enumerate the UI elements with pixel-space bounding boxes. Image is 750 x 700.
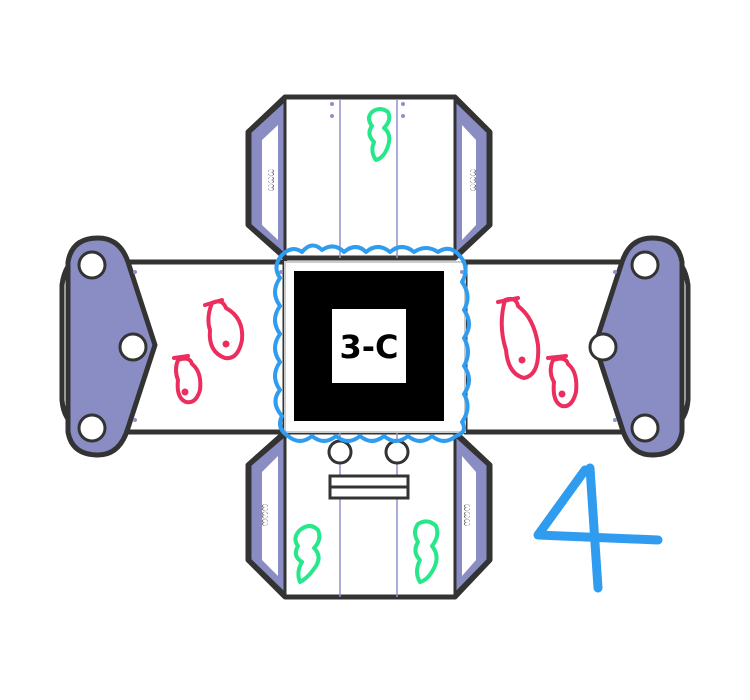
page-number-glyph xyxy=(533,463,663,593)
wavy-border xyxy=(273,243,471,443)
hole-icon xyxy=(588,332,618,362)
right-arm xyxy=(462,235,691,458)
hole-icon xyxy=(327,439,353,465)
fish-icon xyxy=(172,354,203,405)
left-arm xyxy=(59,235,288,458)
flap-label-bottom-right: ෆෆෆ xyxy=(460,504,473,526)
flap-label-top-right: ෆෆෆ xyxy=(467,169,480,191)
flap-label-bottom-left: ෆෆෆ xyxy=(258,504,271,526)
right-arm-purple-band xyxy=(592,235,685,458)
hole-icon xyxy=(384,439,410,465)
top-flap: ෆෆෆ ෆෆෆ xyxy=(245,94,493,261)
hole-icon xyxy=(630,250,660,280)
fish-icon xyxy=(203,298,245,361)
hole-icon xyxy=(77,250,107,280)
marker-label: 3-C xyxy=(339,328,398,366)
page-number: 4 xyxy=(533,463,663,593)
left-arm-white-cut xyxy=(80,255,145,438)
flap-label-top-left: ෆෆෆ xyxy=(265,169,278,191)
fish-icon xyxy=(496,296,541,380)
hole-icon xyxy=(630,413,660,443)
marker-white-label-box xyxy=(332,309,406,383)
seaweed-icon xyxy=(293,524,322,584)
hole-icon xyxy=(77,413,107,443)
seaweed-icon xyxy=(413,519,440,584)
fish-icon xyxy=(546,354,579,409)
seaweed-icon xyxy=(367,107,392,162)
bottom-flap: ෆෆෆ ෆෆෆ xyxy=(245,429,493,600)
center-panel: 3-C xyxy=(273,243,471,443)
hole-icon xyxy=(118,332,148,362)
